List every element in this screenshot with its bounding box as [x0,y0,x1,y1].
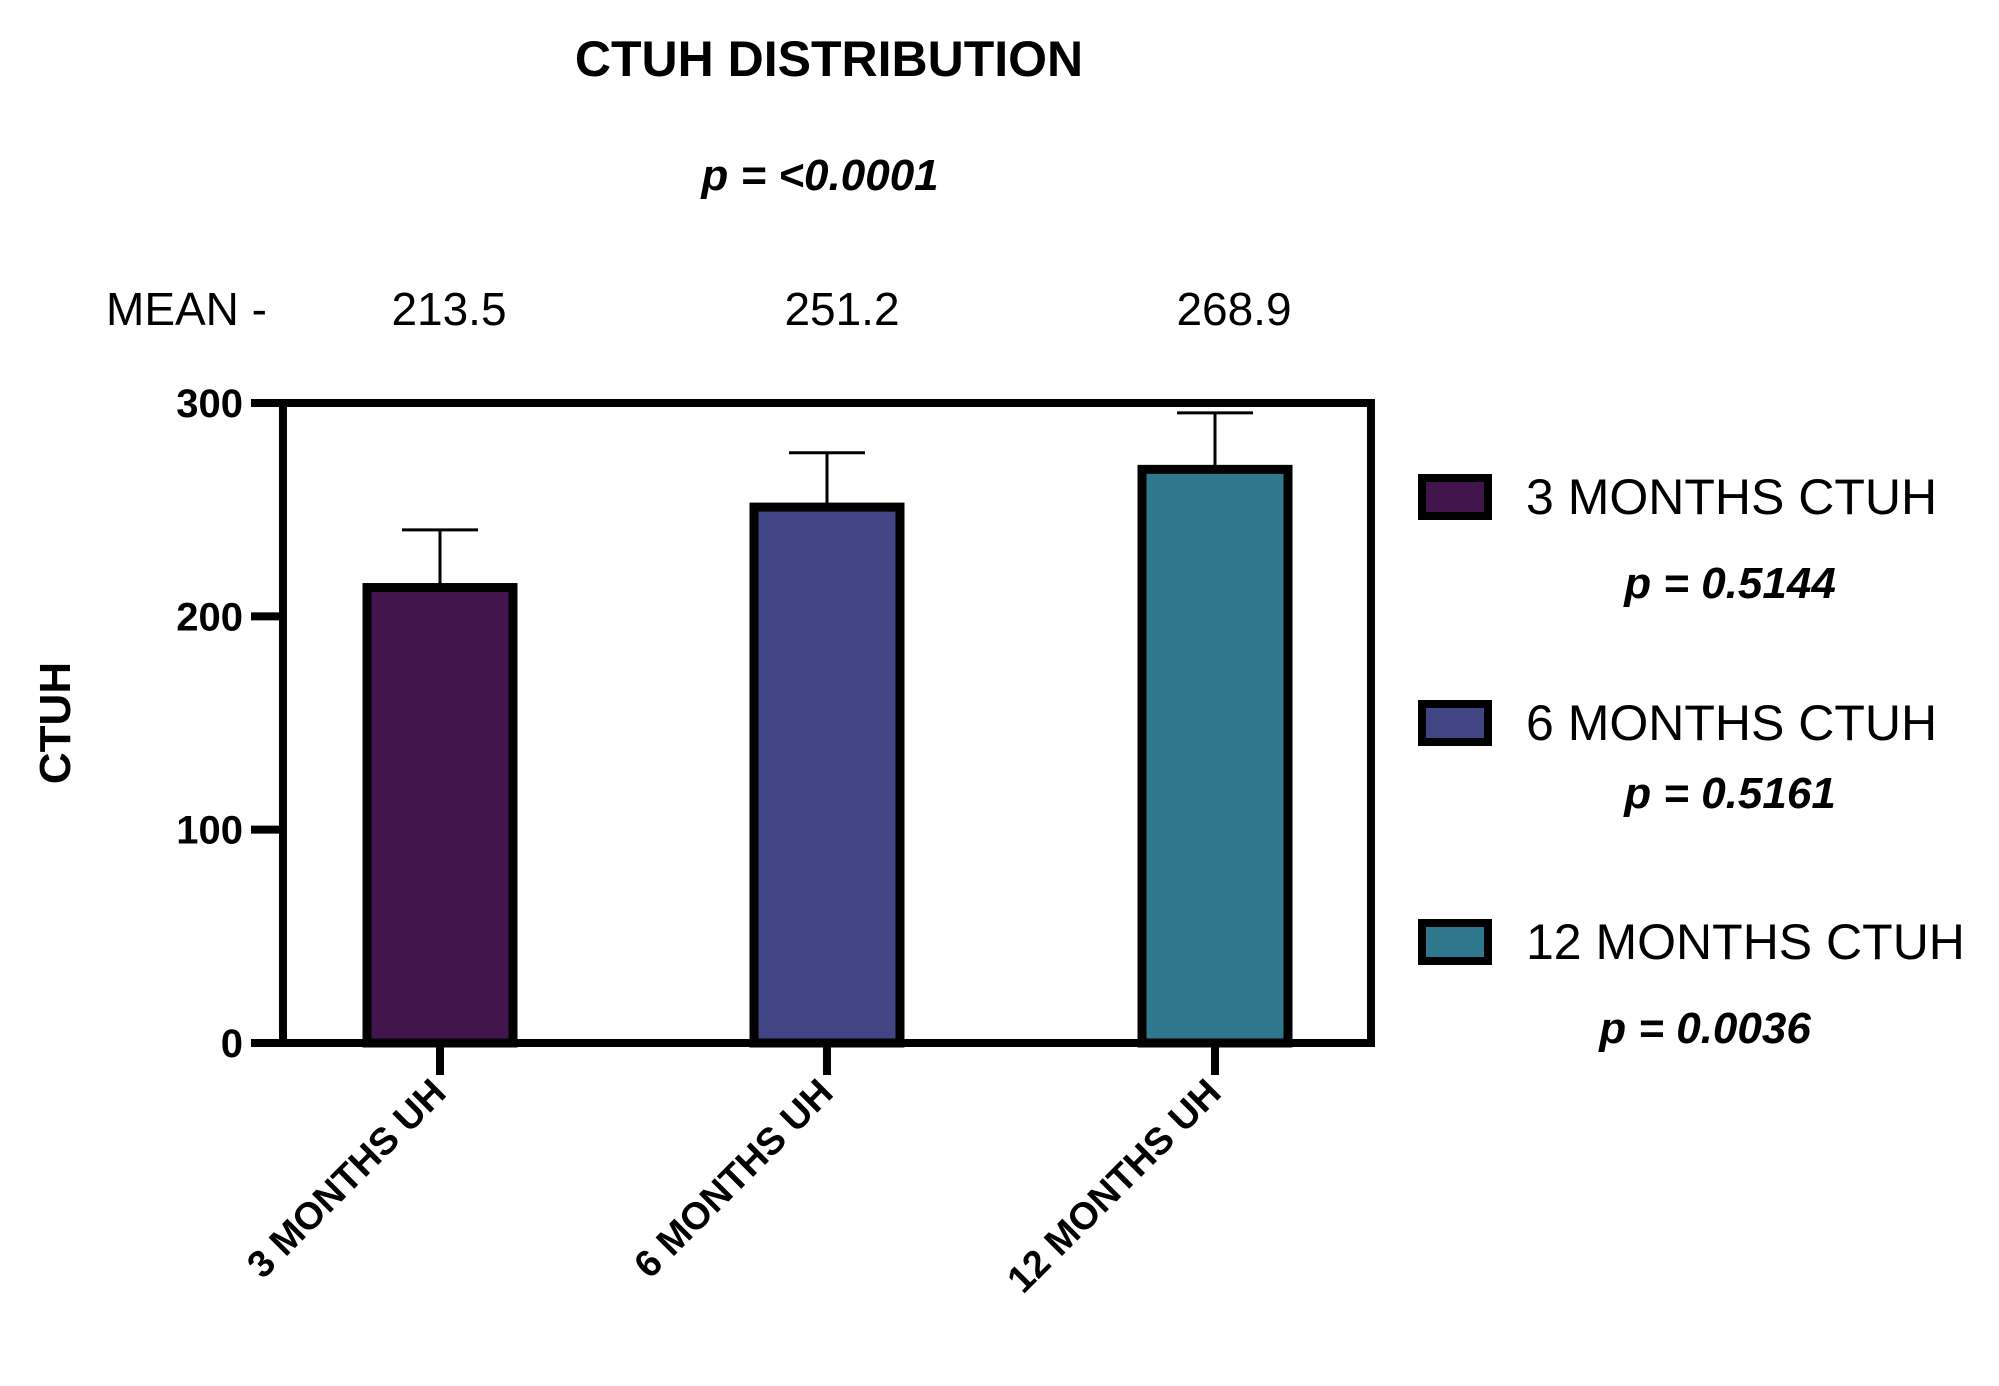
x-tick-label: 3 MONTHS UH [240,1072,455,1287]
legend-label: 6 MONTHS CTUH [1526,695,1937,751]
mean-prefix: MEAN - [106,283,267,335]
x-tick-label: 12 MONTHS UH [1000,1072,1230,1302]
mean-value: 213.5 [391,283,506,335]
chart-title: CTUH DISTRIBUTION [575,31,1083,87]
bar-2 [749,502,905,1048]
x-tick-label: 6 MONTHS UH [627,1072,842,1287]
legend-p-value: p = 0.5161 [1623,769,1836,818]
legend-swatch-1 [1418,474,1492,520]
y-tick-label: 0 [221,1022,243,1066]
legend-swatch-2 [1418,700,1492,746]
bar-3 [1137,464,1293,1048]
y-tick-label: 200 [176,595,243,639]
y-tick-label: 300 [176,382,243,426]
legend-label: 3 MONTHS CTUH [1526,469,1937,525]
y-axis-label: CTUH [31,662,80,784]
legend-swatch-3 [1418,919,1492,965]
legend-p-value: p = 0.5144 [1623,559,1836,608]
legend-p-value: p = 0.0036 [1598,1004,1811,1053]
mean-value: 251.2 [784,283,899,335]
mean-value: 268.9 [1176,283,1291,335]
bar-1 [362,583,518,1048]
overall-p-value: p = <0.0001 [700,151,938,200]
legend-label: 12 MONTHS CTUH [1526,914,1965,970]
y-tick-label: 100 [176,809,243,853]
